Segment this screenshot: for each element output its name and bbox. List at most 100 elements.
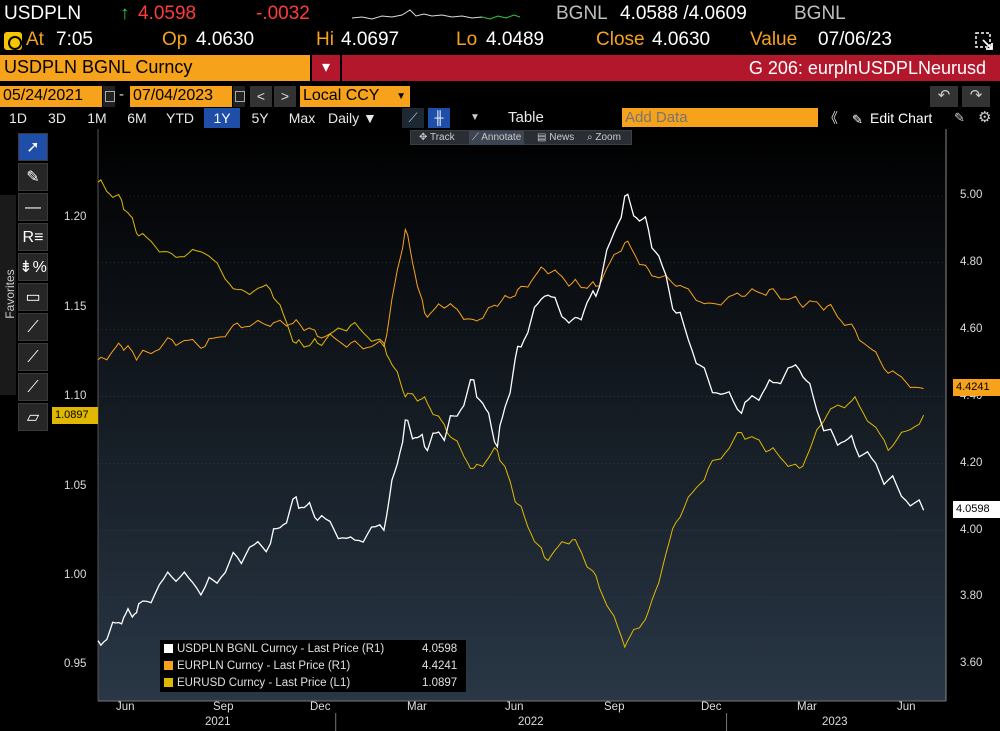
horizontal-line-icon[interactable]: ―: [18, 193, 48, 221]
pointer-icon[interactable]: ➚: [18, 133, 48, 161]
chevron-down-icon: ▼: [396, 91, 406, 102]
title-bar: USDPLN BGNL Curncy ▾ G 206: eurplnUSDPLN…: [0, 55, 1000, 81]
frequency-select[interactable]: Daily ▼: [328, 110, 377, 126]
collapse-icon[interactable]: 《: [824, 110, 838, 126]
usdpln-series-line: [97, 193, 925, 647]
track-label: Track: [429, 132, 455, 143]
left-tick-label: 1.15: [64, 301, 87, 313]
period-1y[interactable]: 1Y: [204, 108, 240, 128]
period-1m[interactable]: 1M: [87, 110, 107, 126]
eraser-icon[interactable]: ▱: [18, 403, 48, 431]
x-month-label: Dec: [701, 701, 722, 713]
x-month-label: Sep: [213, 701, 234, 713]
edit-chart-button[interactable]: ✎ Edit Chart: [852, 108, 932, 128]
legend-swatch: [164, 661, 173, 670]
period-ytd[interactable]: YTD: [166, 110, 194, 126]
line-chart-icon[interactable]: ⟋: [402, 108, 424, 128]
news-tool[interactable]: ▤ News: [537, 132, 575, 143]
legend-swatch: [164, 644, 173, 653]
eurpln-last-tag: 4.4241: [953, 379, 1000, 396]
currency-value: Local CCY: [303, 87, 380, 104]
export-icon[interactable]: [974, 31, 994, 51]
annotate-label: Annotate: [481, 132, 522, 143]
clock-icon[interactable]: [4, 32, 22, 50]
x-month-label: Jun: [505, 701, 524, 713]
intraday-sparkline: [352, 9, 520, 20]
legend-value: 4.0598: [422, 643, 458, 655]
value-date: 07/06/23: [818, 29, 892, 50]
legend-item-eurpln: EURPLN Curncy - Last Price (R1) 4.4241: [164, 658, 457, 674]
rectangle-icon[interactable]: ▭: [18, 283, 48, 311]
channel-icon[interactable]: ⟋: [18, 343, 48, 371]
legend-item-eurusd: EURUSD Curncy - Last Price (L1) 1.0897: [164, 675, 457, 691]
period-5y[interactable]: 5Y: [251, 110, 269, 126]
series-layer: [97, 179, 925, 649]
right-tick-label: 3.60: [960, 657, 983, 669]
close-label: Close: [596, 29, 645, 50]
period-1d[interactable]: 1D: [9, 110, 27, 126]
prev-period-button[interactable]: <: [250, 86, 272, 107]
bid-ask: 4.0588 /4.0609: [620, 3, 747, 24]
plot-background: [98, 129, 946, 701]
right-tick-label: 4.20: [960, 457, 983, 469]
legend-label: EURPLN Curncy - Last Price (R1): [177, 660, 351, 672]
up-arrow-icon: ↑: [120, 3, 130, 24]
pencil-icon[interactable]: ✎: [18, 163, 48, 191]
edit-chart-label: Edit Chart: [870, 110, 933, 126]
x-year-label: 2022: [518, 716, 544, 728]
left-tick-label: 1.20: [64, 211, 87, 223]
text-icon[interactable]: R≡: [18, 223, 48, 251]
gear-icon[interactable]: ⚙: [978, 109, 992, 126]
chart-canvas[interactable]: [0, 129, 1000, 731]
low-value: 4.0489: [486, 29, 545, 50]
x-year-label: 2023: [822, 716, 848, 728]
percent-icon[interactable]: ⇟%: [18, 253, 48, 281]
bid-ask-source: BGNL: [556, 3, 608, 24]
trendline-icon[interactable]: ⟋: [18, 313, 48, 341]
chart-area[interactable]: [0, 129, 1000, 731]
right-tick-label: 4.60: [960, 323, 983, 335]
pencil-icon: ✎: [852, 112, 863, 127]
fib-icon[interactable]: ⟋: [18, 373, 48, 401]
high-value: 4.0697: [341, 29, 400, 50]
legend-label: USDPLN BGNL Curncy - Last Price (R1): [177, 643, 385, 655]
x-month-label: Dec: [310, 701, 331, 713]
annotate-tool[interactable]: ⟋ Annotate: [469, 131, 525, 145]
ticker-bar: USDPLN ↑ 4.0598 -.0032 BGNL 4.0588 /4.06…: [0, 0, 1000, 28]
track-tool[interactable]: ✥ Track: [419, 132, 455, 143]
bar-chart-icon[interactable]: ╫: [428, 108, 450, 128]
end-calendar-icon[interactable]: [233, 86, 245, 107]
chart-type-dropdown-icon[interactable]: ▼: [470, 112, 480, 123]
at-value: 7:05: [56, 29, 93, 50]
end-date-field[interactable]: 07/04/2023: [130, 86, 232, 107]
chart-toolbar: 1D 3D 1M 6M YTD 1Y 5Y Max Daily ▼ ⟋ ╫ ▼ …: [0, 107, 1000, 129]
right-tick-label: 4.80: [960, 256, 983, 268]
security-dropdown-button[interactable]: ▾: [312, 55, 340, 81]
currency-select[interactable]: Local CCY ▼: [300, 86, 410, 107]
favorites-tab[interactable]: Favorites: [0, 195, 17, 395]
ticker-symbol[interactable]: USDPLN: [4, 3, 82, 24]
period-max[interactable]: Max: [288, 110, 316, 126]
redo-button[interactable]: ↷: [962, 86, 990, 107]
graph-title: G 206: eurplnUSDPLNeurusd: [748, 58, 986, 78]
eurpln-series-line: [97, 227, 924, 389]
at-label: At: [26, 29, 44, 50]
x-year-label: 2021: [205, 716, 231, 728]
legend-value: 4.4241: [422, 660, 458, 672]
start-calendar-icon[interactable]: [103, 86, 115, 107]
period-3d[interactable]: 3D: [48, 110, 66, 126]
start-date-field[interactable]: 05/24/2021: [0, 86, 102, 107]
next-period-button[interactable]: >: [274, 86, 296, 107]
add-data-input[interactable]: [622, 108, 818, 127]
open-label: Op: [162, 29, 188, 50]
undo-button[interactable]: ↶: [930, 86, 958, 107]
eurusd-series-line: [97, 179, 925, 649]
bid-ask-source-2: BGNL: [794, 3, 846, 24]
security-field[interactable]: USDPLN BGNL Curncy: [0, 55, 310, 81]
annotate-icon[interactable]: ✎: [954, 110, 965, 125]
table-button[interactable]: Table: [508, 109, 544, 126]
zoom-tool[interactable]: ⌕ Zoom: [587, 132, 621, 143]
period-6m[interactable]: 6M: [127, 110, 147, 126]
left-tick-label: 1.00: [64, 569, 87, 581]
last-price: 4.0598: [138, 3, 197, 24]
